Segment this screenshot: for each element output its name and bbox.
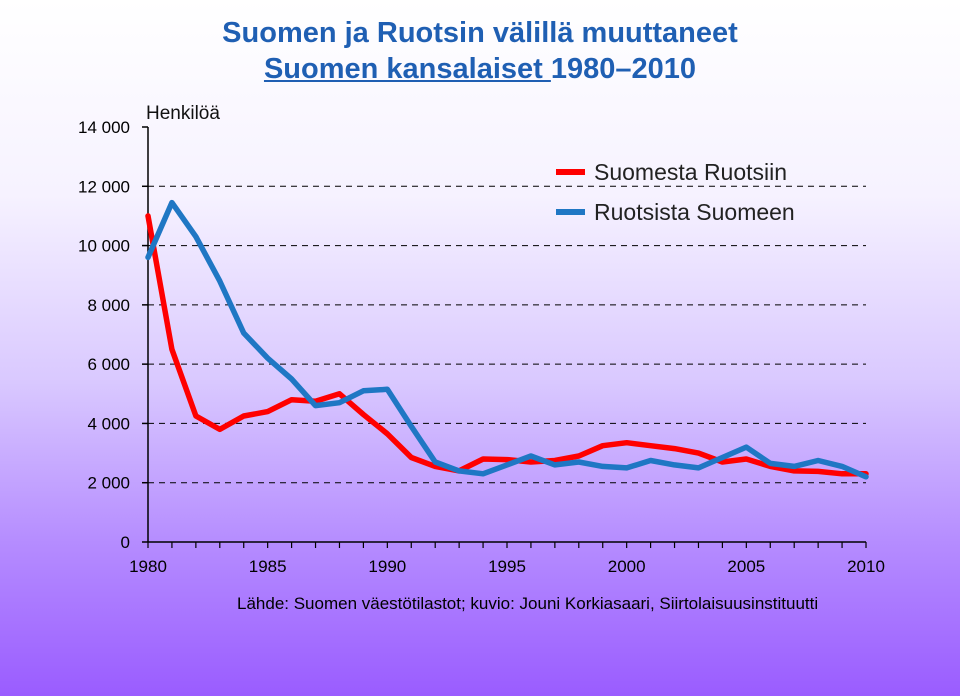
legend-label-1: Suomesta Ruotsiin (594, 159, 787, 185)
y-tick-label-6000: 6 000 (87, 355, 130, 374)
x-tick-label-1980: 1980 (129, 557, 167, 576)
series-line-1 (145, 213, 869, 477)
chart-title-underlined: Suomen kansalaiset (263, 53, 551, 85)
chart-title-years: 1980–2010 (550, 53, 697, 85)
y-tick-label-10000: 10 000 (78, 237, 130, 256)
series-line-2 (145, 199, 869, 480)
y-axis-unit-label: Henkilöä (146, 103, 220, 124)
x-tick-label-2000: 2000 (608, 557, 646, 576)
x-tick-label-1995: 1995 (488, 557, 526, 576)
x-tick-label-2005: 2005 (727, 557, 765, 576)
y-tick-label-12000: 12 000 (78, 177, 130, 196)
chart-title-line1: Suomen ja Ruotsin välillä muuttaneet (222, 17, 738, 49)
y-tick-label-14000: 14 000 (78, 118, 130, 137)
x-tick-label-1985: 1985 (249, 557, 287, 576)
y-tick-label-0: 0 (121, 533, 130, 552)
legend-label-2: Ruotsista Suomeen (594, 199, 795, 225)
chart-title-line2: Suomen kansalaiset 1980–2010 (0, 52, 960, 86)
source-note: Lähde: Suomen väestötilastot; kuvio: Jou… (237, 594, 819, 613)
y-tick-label-2000: 2 000 (87, 474, 130, 493)
x-tick-label-1990: 1990 (368, 557, 406, 576)
y-tick-label-4000: 4 000 (87, 414, 130, 433)
y-tick-label-8000: 8 000 (87, 296, 130, 315)
x-tick-label-2010: 2010 (847, 557, 885, 576)
